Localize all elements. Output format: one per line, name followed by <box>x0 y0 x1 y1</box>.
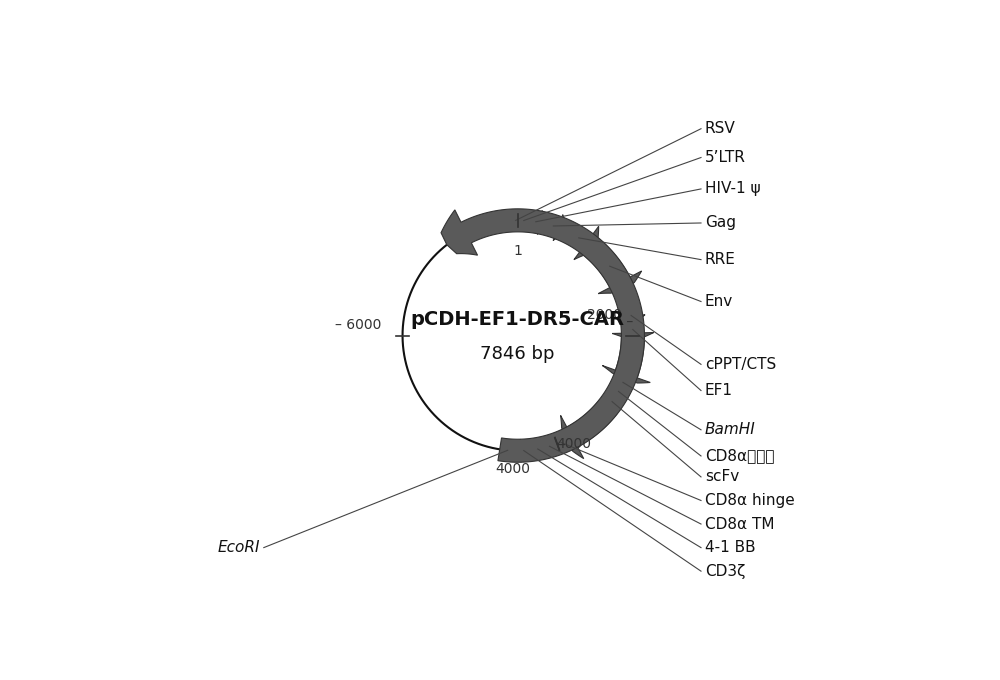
Text: 7846 bp: 7846 bp <box>480 345 555 363</box>
Polygon shape <box>602 337 650 383</box>
Text: 4000: 4000 <box>556 437 591 451</box>
Text: – 6000: – 6000 <box>335 318 382 332</box>
Text: CD8α hinge: CD8α hinge <box>705 493 795 508</box>
Text: BamHI: BamHI <box>705 422 756 437</box>
Text: pCDH-EF1-DR5-CAR: pCDH-EF1-DR5-CAR <box>411 310 625 329</box>
Text: 4-1 BB: 4-1 BB <box>705 540 756 555</box>
Text: scFv: scFv <box>705 469 739 484</box>
Polygon shape <box>612 320 654 337</box>
Text: 4000: 4000 <box>495 462 530 476</box>
Polygon shape <box>531 439 545 460</box>
Polygon shape <box>516 439 532 462</box>
Text: HIV-1 ψ: HIV-1 ψ <box>705 182 761 197</box>
Polygon shape <box>602 394 620 410</box>
Text: CD8α TM: CD8α TM <box>705 517 774 532</box>
Polygon shape <box>543 436 557 458</box>
Text: cPPT/CTS: cPPT/CTS <box>705 357 776 372</box>
Text: RSV: RSV <box>705 121 736 136</box>
Polygon shape <box>559 221 599 260</box>
Polygon shape <box>585 239 642 294</box>
Polygon shape <box>511 211 520 230</box>
Text: Gag: Gag <box>705 216 736 231</box>
Text: CD3ζ: CD3ζ <box>705 564 745 579</box>
Text: Env: Env <box>705 294 733 309</box>
Text: 1: 1 <box>513 244 522 258</box>
Polygon shape <box>520 210 530 231</box>
Polygon shape <box>503 441 512 459</box>
Polygon shape <box>542 215 565 241</box>
Text: 2000: 2000 <box>587 309 622 322</box>
Text: RRE: RRE <box>705 252 736 267</box>
Polygon shape <box>618 306 645 322</box>
Text: 5’LTR: 5’LTR <box>705 150 746 165</box>
Text: EcoRI: EcoRI <box>217 540 260 555</box>
Text: CD8α信号肽: CD8α信号肽 <box>705 449 774 464</box>
Polygon shape <box>441 209 644 462</box>
Polygon shape <box>561 400 617 458</box>
Polygon shape <box>608 386 627 399</box>
Polygon shape <box>529 211 545 235</box>
Text: –: – <box>622 316 634 329</box>
Text: EF1: EF1 <box>705 383 733 398</box>
Polygon shape <box>554 432 569 453</box>
Polygon shape <box>612 377 632 390</box>
